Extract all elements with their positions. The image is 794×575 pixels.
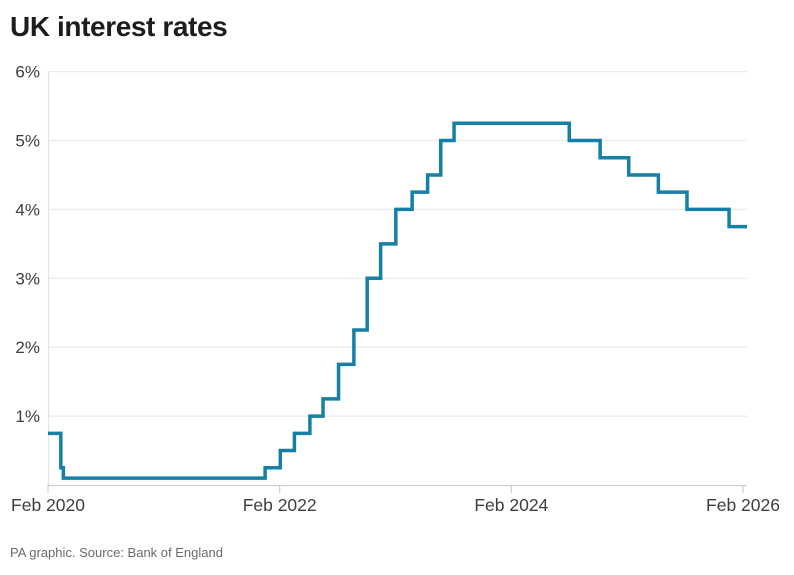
y-axis-label: 2%: [15, 338, 40, 357]
chart-title: UK interest rates: [10, 11, 228, 42]
y-axis-label: 1%: [15, 407, 40, 426]
x-axis-label: Feb 2020: [11, 495, 85, 515]
y-axis-label: 6%: [15, 63, 40, 82]
x-axis-label: Feb 2024: [474, 495, 548, 515]
x-axis-label: Feb 2022: [243, 495, 317, 515]
rate-line: [48, 121, 747, 480]
y-axis-label: 3%: [15, 269, 40, 288]
y-axis-label: 4%: [15, 200, 40, 219]
y-axis-label: 5%: [15, 132, 40, 151]
x-axis-label: Feb 2026: [706, 495, 780, 515]
source-credit: PA graphic. Source: Bank of England: [10, 545, 223, 560]
